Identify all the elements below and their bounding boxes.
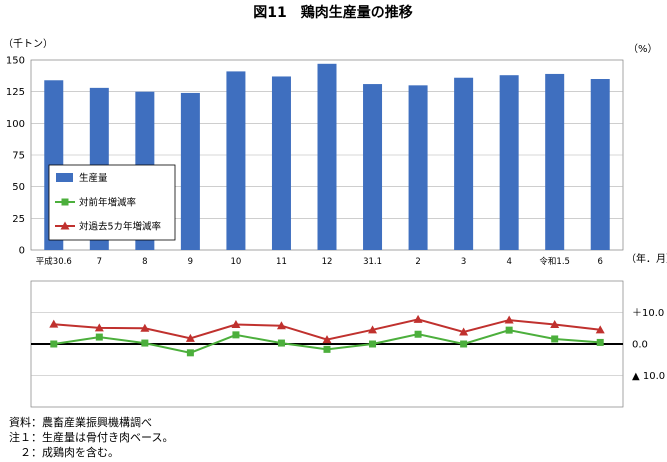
legend-swatch-bar [56, 173, 73, 182]
line-point-5yr [231, 319, 241, 328]
x-tick-label: 8 [142, 257, 147, 267]
bar-y-tick-label: 50 [12, 182, 25, 193]
line-point-5yr [595, 325, 605, 334]
line-point-5yr [504, 315, 514, 324]
line-point-5yr [322, 335, 332, 344]
line-point-yoy [95, 333, 103, 341]
bar-5 [226, 71, 246, 251]
x-tick-label: 10 [231, 257, 242, 267]
x-tick-label: 4 [506, 257, 511, 267]
legend-label-5yr: 対過去5カ年増減率 [79, 221, 162, 233]
bar-4 [180, 92, 200, 250]
bar-10 [454, 77, 474, 250]
bar-y-tick-label: 25 [12, 214, 25, 225]
line-y-tick-label: ＋10.0 [632, 308, 664, 319]
bar-12 [545, 73, 565, 250]
line-point-5yr [94, 323, 104, 332]
line-point-yoy [141, 339, 149, 347]
line-point-5yr [49, 319, 59, 328]
line-point-yoy [505, 326, 513, 334]
bar-y-tick-label: 150 [6, 56, 25, 67]
legend-label-yoy: 対前年増減率 [79, 197, 137, 209]
line-grid [31, 312, 623, 376]
bar-11 [499, 75, 519, 250]
line-point-yoy [414, 330, 422, 338]
x-tick-label: 令和1.5 [539, 256, 570, 267]
x-unit-label: （年．月） [626, 252, 667, 265]
line-point-yoy [277, 339, 285, 347]
line-point-yoy [551, 335, 559, 343]
line-point-5yr [413, 314, 423, 323]
legend-marker-yoy [61, 198, 69, 206]
chart-title: 図11 鶏肉生産量の推移 [253, 4, 412, 21]
bar-y-tick-label: 125 [6, 87, 25, 98]
line-point-5yr [140, 323, 150, 332]
line-point-yoy [369, 340, 377, 348]
left-unit-label: （千トン） [3, 38, 53, 50]
bar-13 [590, 79, 610, 250]
line-point-yoy [596, 338, 604, 346]
line-point-yoy [323, 345, 331, 353]
bar-y-tick-label: 0 [19, 246, 25, 257]
x-tick-label: 2 [415, 257, 420, 267]
x-tick-label: 31.1 [363, 257, 382, 267]
x-tick-label: 平成30.6 [36, 256, 72, 267]
line-point-yoy [460, 340, 468, 348]
x-tick-label: 7 [97, 257, 102, 267]
line-point-5yr [185, 333, 195, 342]
legend-marker-5yr [60, 221, 70, 230]
line-point-yoy [232, 331, 240, 339]
line-point-5yr [550, 319, 560, 328]
line-series [49, 314, 605, 357]
bar-x-axis-ticks: 平成30.6 7 8 9 10 11 12 31.1 2 3 4 令和1.5 6 [36, 256, 603, 267]
bar-y-tick-label: 100 [6, 119, 25, 130]
line-y-tick-label: 0.0 [632, 340, 648, 351]
bar-6 [271, 76, 291, 250]
x-tick-label: 12 [322, 257, 333, 267]
bar-9 [408, 85, 428, 250]
bar-8 [363, 84, 383, 250]
right-unit-label: （%） [628, 43, 658, 55]
x-tick-label: 9 [188, 257, 193, 267]
footnote-2: ２：成鶏肉を含む。 [9, 446, 119, 459]
bar-y-tick-label: 75 [12, 151, 25, 162]
legend-label-bar: 生産量 [79, 172, 108, 184]
x-tick-label: 11 [276, 257, 287, 267]
bar-y-axis-ticks: 0 25 50 75 100 125 150 [6, 56, 25, 257]
bar-7 [317, 63, 337, 250]
line-point-5yr [459, 327, 469, 336]
line-point-5yr [368, 325, 378, 334]
footnote-1: 注１：生産量は骨付き肉ベース。 [9, 431, 174, 444]
x-tick-label: 6 [598, 257, 603, 267]
line-point-yoy [186, 349, 194, 357]
line-y-axis-ticks: ＋10.0 0.0 ▲ 10.0 [632, 308, 665, 382]
x-tick-label: 3 [461, 257, 466, 267]
line-y-tick-label: ▲ 10.0 [632, 371, 665, 382]
line-point-5yr [276, 321, 286, 330]
source-note: 資料：農畜産業振興機構調べ [9, 416, 152, 429]
line-point-yoy [50, 340, 58, 348]
